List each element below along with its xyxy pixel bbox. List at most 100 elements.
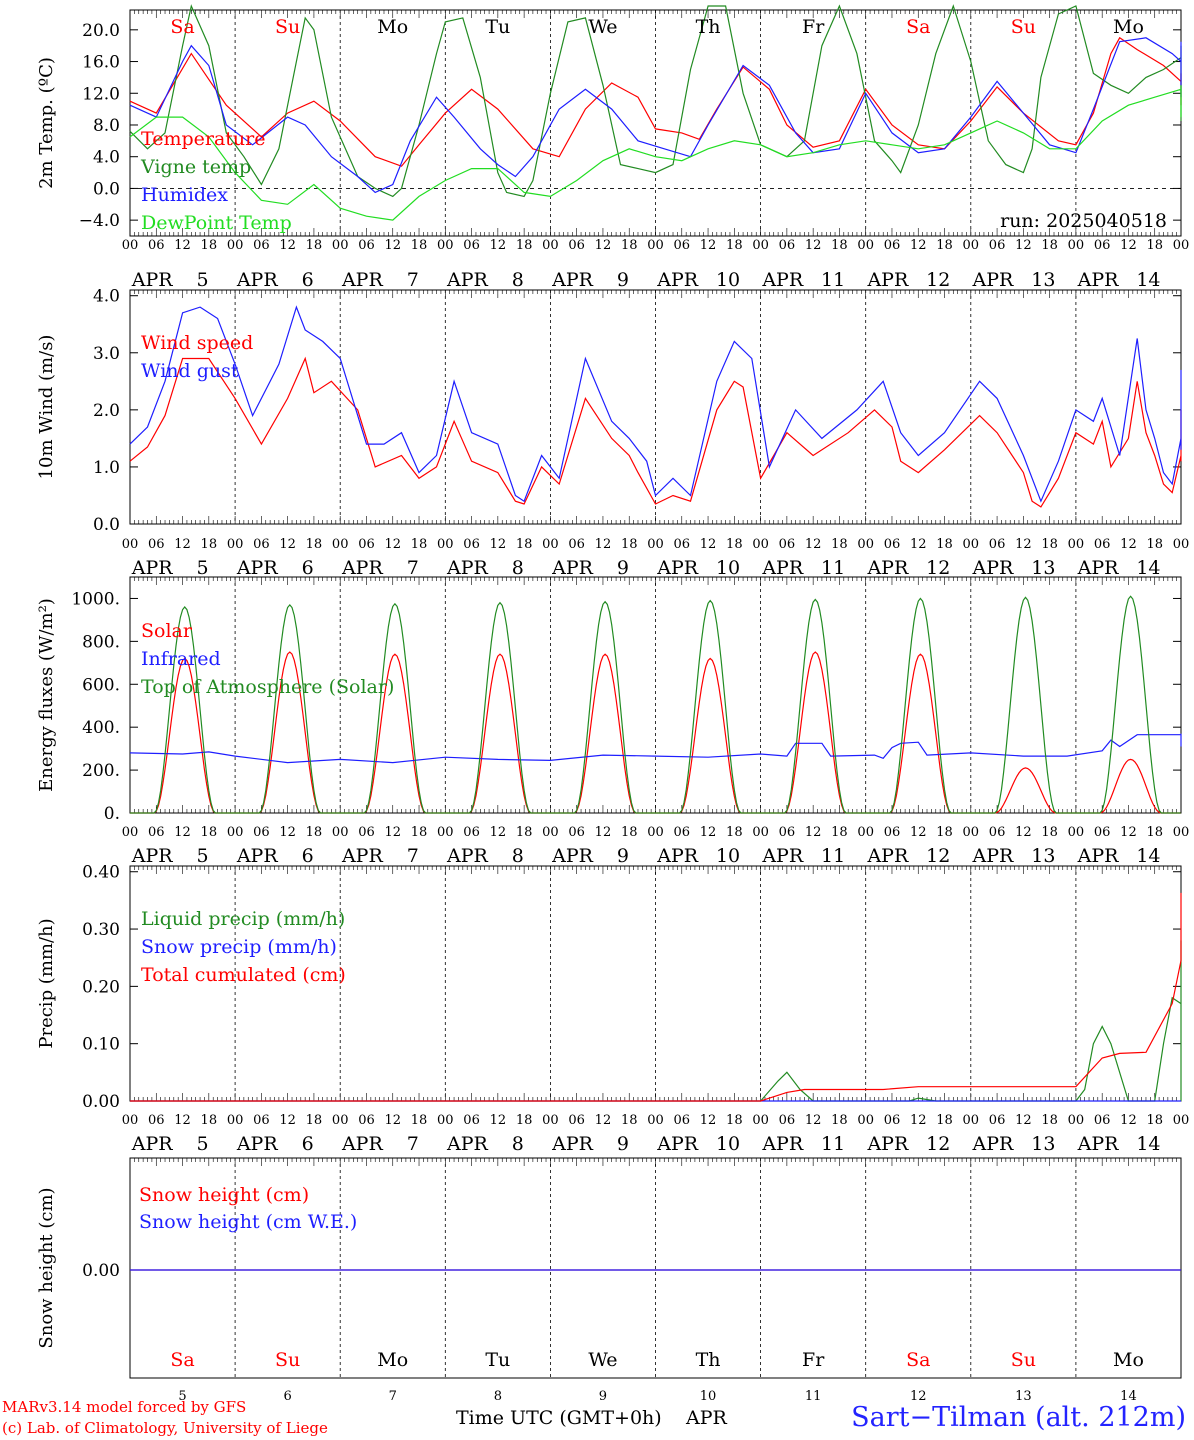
date-label: 7: [407, 845, 419, 867]
hour-tick-label: 06: [568, 537, 585, 552]
y-tick-label: −4.0: [79, 211, 120, 231]
hour-tick-label: 12: [805, 825, 822, 840]
hour-tick-label: 12: [490, 537, 507, 552]
date-number: 13: [1015, 1389, 1032, 1404]
date-label: 7: [407, 1133, 419, 1155]
hour-tick-label: 00: [437, 238, 454, 253]
weekday-label: Th: [696, 16, 721, 38]
hour-tick-label: 12: [1120, 537, 1137, 552]
hour-tick-label: 00: [122, 1113, 139, 1128]
hour-tick-label: 18: [726, 825, 743, 840]
hour-tick-label: 00: [647, 537, 664, 552]
hour-tick-label: 18: [1041, 825, 1058, 840]
hour-tick-label: 00: [857, 1113, 874, 1128]
month-label: APR: [446, 845, 489, 867]
hour-tick-label: 00: [647, 1113, 664, 1128]
hour-tick-label: 06: [253, 825, 270, 840]
date-label: 10: [716, 557, 740, 579]
panel-2: 4.0 3.0 2.0 1.0 0.0 10m Wind (m/s) Wind speed W…: [36, 287, 1189, 579]
y-axis-label: Snow height (cm): [36, 1187, 57, 1348]
month-label: APR: [341, 1133, 384, 1155]
y-tick-label: 8.0: [93, 116, 120, 136]
month-label: APR: [866, 845, 909, 867]
legend-entry: Solar: [141, 620, 193, 642]
y-tick-label: 200.: [82, 761, 120, 781]
panel-1: 20.0 16.0 12.0 8.0 4.0 0.0 −4.0 2m Temp. (ºC) Te…: [36, 4, 1189, 291]
series-line: [130, 940, 1182, 1102]
hour-tick-label: 06: [884, 1113, 901, 1128]
hour-tick-label: 18: [621, 1113, 638, 1128]
site-label: Sart−Tilman (alt. 212m): [851, 1402, 1186, 1433]
series-line: [129, 36, 1182, 167]
hour-tick-label: 18: [936, 537, 953, 552]
hour-tick-label: 18: [516, 825, 533, 840]
date-number: 5: [178, 1389, 186, 1404]
hour-tick-label: 18: [726, 238, 743, 253]
date-number: 8: [494, 1389, 502, 1404]
y-tick-label: 0.: [104, 804, 120, 824]
hour-tick-label: 18: [201, 825, 218, 840]
hour-tick-label: 18: [411, 825, 428, 840]
hour-tick-label: 18: [831, 825, 848, 840]
hour-tick-label: 06: [989, 1113, 1006, 1128]
hour-tick-label: 12: [490, 238, 507, 253]
date-number: 9: [599, 1389, 607, 1404]
hour-tick-label: 12: [1015, 238, 1032, 253]
month-label: APR: [341, 845, 384, 867]
date-label: 6: [302, 269, 314, 291]
month-label: APR: [761, 269, 804, 291]
weekday-label: Tu: [485, 16, 510, 38]
date-label: 12: [926, 269, 950, 291]
hour-tick-label: 18: [1041, 238, 1058, 253]
y-axis-label: 10m Wind (m/s): [36, 335, 57, 480]
y-tick-label: 800.: [82, 632, 120, 652]
hour-tick-label: 06: [989, 825, 1006, 840]
date-label: 14: [1136, 557, 1160, 579]
hour-tick-label: 18: [831, 238, 848, 253]
date-number: 10: [700, 1389, 717, 1404]
y-tick-label: 0.30: [82, 920, 120, 940]
weekday-label: Th: [696, 1349, 721, 1371]
hour-tick-label: 18: [306, 238, 323, 253]
y-tick-label: 4.0: [93, 148, 120, 168]
weekday-label: Su: [275, 16, 300, 38]
date-label: 8: [512, 269, 524, 291]
weekday-label: Su: [275, 1349, 300, 1371]
month-label: APR: [446, 557, 489, 579]
hour-tick-label: 06: [674, 1113, 691, 1128]
date-label: 6: [302, 845, 314, 867]
weekday-label: Fr: [802, 16, 825, 38]
hour-tick-label: 00: [542, 825, 559, 840]
hour-tick-label: 06: [674, 238, 691, 253]
hour-tick-label: 12: [700, 238, 717, 253]
hour-tick-label: 06: [463, 238, 480, 253]
y-tick-label: 3.0: [93, 344, 120, 364]
hour-tick-label: 00: [122, 825, 139, 840]
y-tick-label: 0.0: [93, 515, 120, 535]
month-label: APR: [761, 557, 804, 579]
hour-tick-label: 12: [700, 1113, 717, 1128]
hour-tick-label: 12: [700, 825, 717, 840]
legend-entry: Liquid precip (mm/h): [141, 908, 345, 930]
month-label: APR: [656, 269, 699, 291]
month-label: APR: [656, 557, 699, 579]
hour-tick-label: 00: [332, 537, 349, 552]
hour-tick-label: 00: [1173, 825, 1190, 840]
y-tick-label: 1.0: [93, 458, 120, 478]
month-label: APR: [761, 845, 804, 867]
weekday-label: We: [588, 1349, 617, 1371]
hour-tick-label: 06: [884, 238, 901, 253]
date-label: 5: [197, 1133, 209, 1155]
hour-tick-label: 06: [148, 1113, 165, 1128]
hour-tick-label: 00: [1068, 238, 1085, 253]
weekday-label: We: [588, 16, 617, 38]
date-label: 5: [197, 845, 209, 867]
y-tick-label: 2.0: [93, 401, 120, 421]
hour-tick-label: 00: [647, 825, 664, 840]
y-tick-label: 16.0: [82, 53, 120, 73]
date-number: 12: [910, 1389, 927, 1404]
date-label: 10: [716, 1133, 740, 1155]
month-label: APR: [866, 557, 909, 579]
hour-tick-label: 18: [936, 238, 953, 253]
hour-tick-label: 00: [122, 238, 139, 253]
